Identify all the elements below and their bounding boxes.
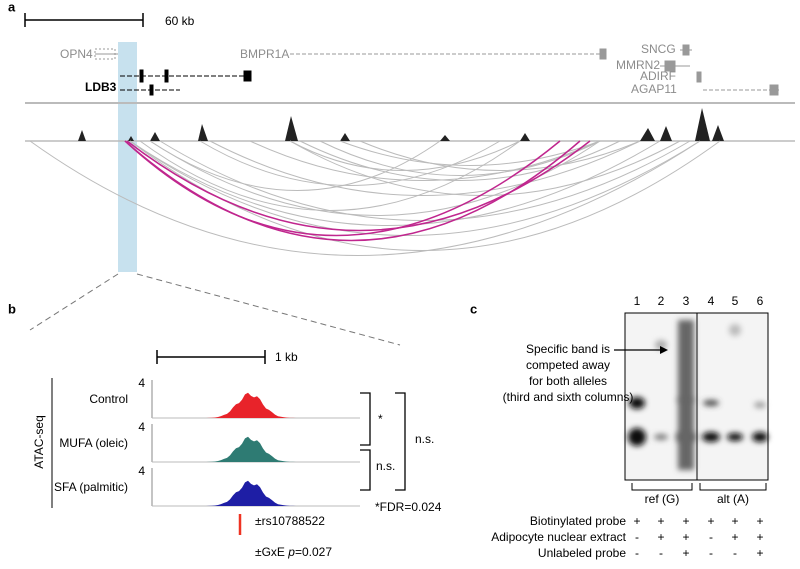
gxe-p: p: [287, 545, 295, 559]
lane-number: 1: [634, 294, 641, 308]
row-mark: -: [635, 546, 639, 560]
lane-number: 6: [757, 294, 764, 308]
annotation: for both alleles: [529, 374, 607, 388]
snp-label: ±rs10788522: [255, 514, 325, 528]
row-mark: +: [682, 514, 689, 528]
gene-label: ADIRF: [640, 69, 676, 83]
track-label: Control: [89, 392, 128, 406]
gene-models: [94, 44, 780, 96]
annotation: (third and sixth columns): [503, 390, 634, 404]
gene-label: SNCG: [641, 42, 676, 56]
row-label: Unlabeled probe: [538, 546, 626, 560]
assay-label: ATAC-seq: [32, 415, 46, 469]
lane-number: 3: [683, 294, 690, 308]
lane-number: 2: [658, 294, 665, 308]
panel-label: c: [470, 301, 477, 316]
track-max: 4: [138, 376, 145, 390]
track-max: 4: [138, 464, 145, 478]
zoom-lines: [29, 273, 401, 346]
group-label: alt (A): [717, 492, 749, 506]
row-mark: -: [733, 546, 737, 560]
row-mark: +: [731, 530, 738, 544]
lane-number: 4: [708, 294, 715, 308]
row-label: Biotinylated probe: [530, 514, 626, 528]
gxe-label: ±GxE p=0.027: [255, 545, 332, 559]
brackets: [360, 392, 406, 491]
scale-label: 1 kb: [275, 350, 298, 364]
group-brackets: [631, 483, 767, 491]
group-label: ref (G): [645, 492, 680, 506]
track-signal: [200, 436, 300, 462]
row-mark: -: [709, 530, 713, 544]
gxe-prefix: ±GxE: [255, 545, 288, 559]
row-mark: +: [731, 514, 738, 528]
loops: [29, 140, 721, 256]
arrow-head: [660, 346, 668, 354]
row-mark: +: [756, 530, 763, 544]
annotation: Specific band is: [526, 342, 610, 356]
gene-models-ldb3: [120, 69, 252, 96]
row-mark: +: [682, 530, 689, 544]
significance: *: [378, 412, 383, 426]
annotation: competed away: [526, 358, 610, 372]
signal-track: [78, 108, 724, 141]
lane-number: 5: [732, 294, 739, 308]
scale-bar: [156, 350, 266, 364]
row-mark: +: [756, 514, 763, 528]
scale-bar: [24, 13, 144, 27]
panel-label: a: [8, 0, 16, 14]
row-mark: +: [657, 530, 664, 544]
significance: n.s.: [415, 432, 434, 446]
row-mark: +: [707, 514, 714, 528]
track-signal: [200, 480, 300, 506]
row-mark: -: [635, 530, 639, 544]
gene-label: MMRN2: [616, 58, 660, 72]
fdr: *FDR=0.024: [375, 500, 442, 514]
gene-label: BMPR1A: [240, 47, 289, 61]
row-mark: -: [659, 546, 663, 560]
gxe-value: =0.027: [295, 545, 332, 559]
significance: n.s.: [376, 459, 395, 473]
row-mark: +: [657, 514, 664, 528]
track-label: SFA (palmitic): [54, 480, 128, 494]
row-mark: -: [709, 546, 713, 560]
gel-bands: [628, 320, 768, 470]
gene-label: AGAP11: [631, 82, 677, 96]
track-label: MUFA (oleic): [59, 436, 128, 450]
scale-label: 60 kb: [165, 14, 195, 28]
highlight: [118, 42, 137, 272]
row-mark: +: [633, 514, 640, 528]
row-mark: +: [756, 546, 763, 560]
row-mark: +: [682, 546, 689, 560]
gene-label: LDB3: [85, 80, 117, 94]
track-signal: [200, 392, 300, 418]
track-max: 4: [138, 420, 145, 434]
gene-label: OPN4: [60, 47, 93, 61]
row-label: Adipocyte nuclear extract: [491, 530, 626, 544]
snp-loops: [124, 140, 591, 242]
panel-label: b: [8, 301, 16, 316]
